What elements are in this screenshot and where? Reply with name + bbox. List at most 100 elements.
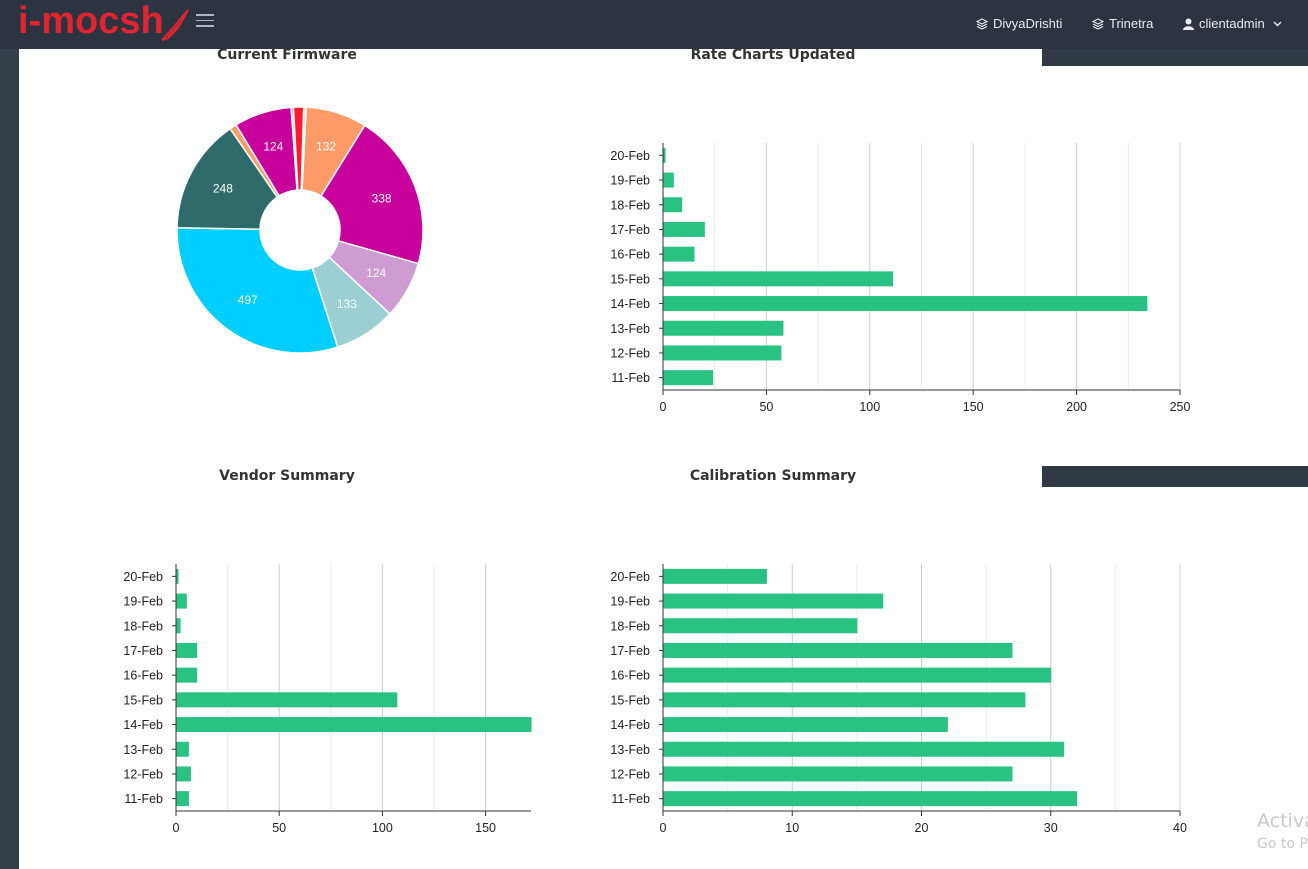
x-tick-label: 150 — [963, 400, 984, 414]
y-tick-label: 19-Feb — [123, 595, 163, 609]
y-tick-label: 12-Feb — [610, 767, 650, 781]
y-tick-label: 20-Feb — [610, 149, 650, 163]
y-tick-label: 18-Feb — [610, 198, 650, 212]
bar[interactable] — [663, 246, 695, 262]
chevron-down-icon — [1273, 21, 1282, 26]
pie-slice-label: 248 — [213, 182, 233, 196]
bar[interactable] — [176, 692, 398, 708]
top-navbar: i-mocsh DivyaDrishti Trinetra clientadmi… — [0, 0, 1308, 49]
chart-title-rate-charts: Rate Charts Updated — [690, 47, 856, 63]
y-tick-label: 20-Feb — [123, 570, 163, 584]
pie-slice[interactable] — [320, 124, 424, 265]
bar[interactable] — [176, 618, 181, 634]
logo-text: i-mocsh — [18, 0, 164, 42]
bar[interactable] — [663, 717, 948, 733]
bar[interactable] — [663, 642, 1013, 658]
bar[interactable] — [663, 320, 784, 336]
watermark-line1: Activa — [1257, 810, 1308, 832]
bar[interactable] — [663, 692, 1026, 708]
bar[interactable] — [176, 766, 191, 782]
watermark-line2: Go to P — [1257, 836, 1308, 852]
x-tick-label: 20 — [915, 821, 929, 835]
x-tick-label: 40 — [1173, 821, 1187, 835]
y-tick-label: 17-Feb — [610, 644, 650, 658]
bar[interactable] — [663, 345, 782, 361]
y-tick-label: 19-Feb — [610, 595, 650, 609]
bar[interactable] — [663, 593, 884, 609]
menu-toggle-button[interactable] — [196, 14, 214, 28]
y-tick-label: 15-Feb — [123, 693, 163, 707]
app-logo[interactable]: i-mocsh — [18, 0, 164, 43]
pie-slice[interactable] — [300, 106, 307, 191]
layers-icon — [976, 17, 988, 30]
bar[interactable] — [663, 197, 683, 213]
y-tick-label: 18-Feb — [123, 619, 163, 633]
y-tick-label: 20-Feb — [610, 570, 650, 584]
y-tick-label: 15-Feb — [610, 693, 650, 707]
y-tick-label: 12-Feb — [123, 767, 163, 781]
y-tick-label: 14-Feb — [123, 718, 163, 732]
panel-header-bar — [1042, 49, 1308, 66]
pie-slice[interactable] — [176, 226, 339, 354]
bar[interactable] — [176, 791, 189, 807]
bar[interactable] — [663, 370, 714, 386]
bar[interactable] — [663, 568, 767, 584]
bar[interactable] — [663, 271, 894, 287]
nav-divyadrishti[interactable]: DivyaDrishti — [976, 16, 1062, 31]
y-tick-label: 14-Feb — [610, 718, 650, 732]
bar[interactable] — [663, 296, 1148, 312]
bar[interactable] — [176, 667, 198, 683]
x-tick-label: 250 — [1170, 400, 1191, 414]
y-tick-label: 13-Feb — [610, 322, 650, 336]
pie-slice-label: 132 — [316, 139, 336, 153]
nav-label: DivyaDrishti — [993, 16, 1063, 31]
bar[interactable] — [176, 593, 187, 609]
pie-slice-label: 497 — [238, 293, 258, 307]
bar[interactable] — [176, 568, 179, 584]
bar[interactable] — [663, 172, 674, 188]
y-tick-label: 11-Feb — [124, 792, 163, 806]
bar[interactable] — [663, 221, 705, 237]
panel-header-bar — [1042, 466, 1308, 487]
nav-trinetra[interactable]: Trinetra — [1092, 16, 1153, 31]
y-tick-label: 15-Feb — [610, 272, 650, 286]
x-tick-label: 0 — [660, 821, 667, 835]
nav-label: Trinetra — [1109, 16, 1154, 31]
user-icon — [1183, 18, 1194, 30]
pie-slice[interactable] — [176, 127, 279, 231]
wing-icon — [161, 9, 189, 41]
x-tick-label: 50 — [759, 400, 773, 414]
x-tick-label: 0 — [173, 821, 180, 835]
pie-slice-label: 133 — [337, 297, 357, 311]
pie-slice-label: 338 — [372, 191, 392, 205]
y-tick-label: 13-Feb — [610, 743, 650, 757]
x-tick-label: 10 — [785, 821, 799, 835]
rate-charts-bar-chart: 20-Feb 19-Feb 18-Feb 17-Feb 16-Feb 15-Feb 14-F… — [610, 143, 1191, 414]
bar[interactable] — [176, 741, 189, 757]
user-menu[interactable]: clientadmin — [1183, 16, 1282, 31]
y-tick-label: 11-Feb — [611, 371, 650, 385]
bar[interactable] — [663, 791, 1078, 807]
bar[interactable] — [176, 642, 198, 658]
chart-title-calibration: Calibration Summary — [689, 468, 857, 484]
x-tick-label: 0 — [660, 400, 667, 414]
x-tick-label: 150 — [475, 821, 496, 835]
bar[interactable] — [663, 618, 858, 634]
y-tick-label: 17-Feb — [610, 223, 650, 237]
x-tick-label: 50 — [272, 821, 286, 835]
x-tick-label: 100 — [372, 821, 393, 835]
x-tick-label: 30 — [1044, 821, 1058, 835]
y-tick-label: 14-Feb — [610, 297, 650, 311]
bar[interactable] — [663, 766, 1013, 782]
pie-slice-label: 124 — [366, 266, 386, 280]
y-tick-label: 11-Feb — [611, 792, 650, 806]
vendor-summary-bar-chart: 20-Feb 19-Feb 18-Feb 17-Feb 16-Feb 15-Feb 14-F… — [123, 564, 532, 835]
bar[interactable] — [176, 717, 532, 733]
bar[interactable] — [663, 667, 1052, 683]
bar[interactable] — [663, 147, 666, 163]
layers-icon — [1092, 17, 1104, 30]
x-tick-label: 100 — [859, 400, 880, 414]
bar[interactable] — [663, 741, 1065, 757]
calibration-summary-bar-chart: 20-Feb 19-Feb 18-Feb 17-Feb 16-Feb 15-Feb 14-F… — [610, 564, 1187, 835]
x-tick-label: 200 — [1066, 400, 1087, 414]
